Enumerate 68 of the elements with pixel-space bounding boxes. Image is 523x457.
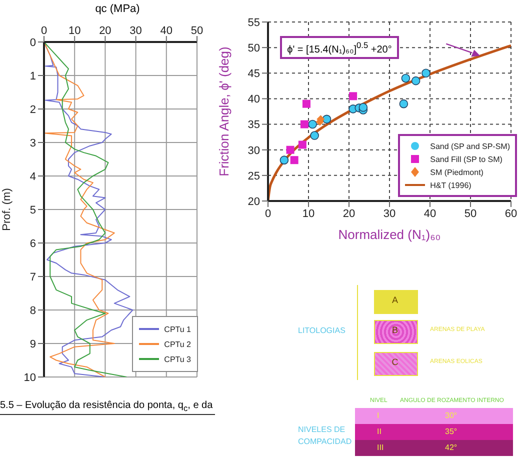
point xyxy=(310,131,319,140)
text: B xyxy=(390,325,399,335)
x-tick-label: 40 xyxy=(424,208,436,220)
y-tick-label: 40 xyxy=(248,94,260,106)
x-tick-label: 60 xyxy=(504,208,518,220)
y-tick-label: 20 xyxy=(248,196,260,208)
y-tick-label: 4 xyxy=(30,170,36,183)
annotation: ϕ' = [15.4(N₁)₆₀]$^{0.5}$ +20° xyxy=(280,36,399,60)
point xyxy=(358,103,368,112)
y-tick-label: 1 xyxy=(30,70,36,82)
point xyxy=(286,146,294,154)
x-tick-label: 0 xyxy=(264,208,272,220)
y-tick-label: 25 xyxy=(248,170,260,182)
table-row: I 30° xyxy=(355,408,513,424)
table-row: II 35° xyxy=(355,424,513,440)
point xyxy=(308,120,317,129)
legend-label: CPTu 1 xyxy=(164,324,191,334)
text: LITOLOGIAS xyxy=(298,326,346,335)
y-tick-label: 9 xyxy=(30,338,36,350)
point xyxy=(399,99,408,108)
point xyxy=(290,156,298,164)
point xyxy=(401,74,410,83)
legend-label: SM (Piedmont) xyxy=(430,168,484,176)
y-axis-title: Prof. (m) xyxy=(0,188,13,231)
y-tick-label: 10 xyxy=(24,372,36,384)
y-tick-label: 6 xyxy=(30,238,36,250)
y-tick-label: 45 xyxy=(248,68,260,80)
legend-label: H&T (1996) xyxy=(430,180,472,190)
point xyxy=(302,100,310,108)
y-tick-label: 50 xyxy=(248,42,260,54)
legend-label: CPTu 3 xyxy=(164,354,191,364)
y-tick-label: 0 xyxy=(30,36,36,49)
x-tick-label: 50 xyxy=(190,25,204,37)
x-tick-label: 50 xyxy=(464,208,477,220)
table-row: III 42° xyxy=(355,440,513,456)
point xyxy=(411,76,420,86)
x-tick-label: 0 xyxy=(40,25,48,37)
y-tick-label: 3 xyxy=(30,137,36,150)
x-tick-label: 20 xyxy=(342,208,356,220)
x-tick-label: 10 xyxy=(68,25,81,37)
y-tick-label: 5 xyxy=(30,204,36,216)
x-tick-label: 10 xyxy=(302,208,315,220)
text: C xyxy=(390,357,400,367)
y-tick-label: 7 xyxy=(30,271,36,284)
x-tick-label: 30 xyxy=(383,208,396,220)
x-tick-label: 30 xyxy=(130,25,142,37)
x-tick-label: 20 xyxy=(99,25,112,37)
x-tick-label: 40 xyxy=(160,25,173,37)
text: A xyxy=(390,295,399,305)
legend-label: Sand (SP and SP-SM) xyxy=(430,142,510,150)
x-axis-title: qc (MPa) xyxy=(94,3,141,15)
point xyxy=(422,68,430,78)
y-tick-label: 8 xyxy=(30,304,36,317)
y-tick-label: 30 xyxy=(248,144,260,157)
point xyxy=(280,156,289,164)
point xyxy=(298,140,306,149)
y-axis-title: Friction Angle, ϕ' (deg) xyxy=(216,46,232,176)
legend-label: Sand Fill (SP to SM) xyxy=(430,154,502,164)
text: 5.5 – Evolução da resistência do ponta, q$_{c}$, e da xyxy=(0,400,215,415)
y-tick-label: 2 xyxy=(30,104,36,116)
y-tick-label: 55 xyxy=(248,16,260,29)
legend-label: CPTu 2 xyxy=(164,340,191,348)
point xyxy=(300,120,308,128)
x-axis-title: Normalized (N₁)₆₀ xyxy=(338,227,441,242)
point xyxy=(322,114,332,124)
y-tick-label: 35 xyxy=(248,119,260,132)
text: NIVELES DE COMPACIDAD xyxy=(298,424,353,448)
point xyxy=(349,92,358,100)
